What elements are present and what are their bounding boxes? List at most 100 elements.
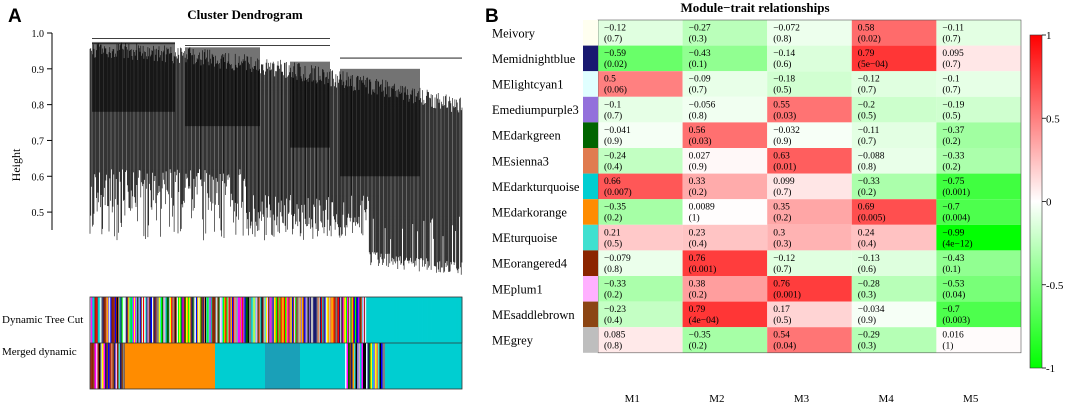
dynamic-cut-segment	[173, 297, 175, 343]
cell-pvalue: (0.2)	[858, 187, 876, 198]
dynamic-cut-segment	[218, 297, 221, 343]
dynamic-cut-segment	[246, 297, 249, 343]
cell-correlation: −0.072	[773, 24, 800, 34]
dynamic-cut-segment	[216, 297, 218, 343]
colorbar	[1029, 34, 1043, 369]
merged-segment	[106, 343, 109, 389]
dynamic-cut-segment	[372, 297, 375, 343]
dynamic-cut-segment	[163, 297, 165, 343]
merged-segment	[109, 343, 112, 389]
dynamic-cut-segment	[317, 297, 320, 343]
dynamic-cut-segment	[424, 297, 427, 343]
merged-segment	[117, 343, 119, 389]
merged-segment	[381, 343, 383, 389]
dynamic-cut-segment	[124, 297, 127, 343]
dynamic-cut-segment	[235, 297, 237, 343]
dynamic-cut-segment	[303, 297, 305, 343]
dynamic-cut-segment	[281, 297, 284, 343]
merged-segment	[354, 343, 356, 389]
dynamic-cut-segment	[389, 297, 392, 343]
cell-pvalue: (0.4)	[604, 315, 622, 326]
merged-segment	[125, 343, 215, 389]
dynamic-cut-segment	[91, 297, 93, 343]
dynamic-cut-segment	[226, 297, 228, 343]
dynamic-cut-segment	[244, 297, 246, 343]
heatmap-cell	[598, 224, 683, 251]
cell-correlation: 0.085	[604, 331, 626, 341]
dynamic-cut-segment	[96, 297, 99, 343]
dynamic-cut-segment	[431, 297, 434, 343]
merged-segment	[345, 343, 347, 389]
cell-pvalue: (0.7)	[858, 85, 876, 96]
cell-pvalue: (0.03)	[773, 110, 796, 121]
merged-segment	[375, 343, 377, 389]
cell-correlation: 0.38	[689, 280, 706, 290]
merged-segment	[378, 343, 380, 389]
dynamic-cut-segment	[330, 297, 332, 343]
cell-correlation: −0.14	[773, 49, 795, 59]
dynamic-cut-segment	[377, 297, 379, 343]
heatmap-cell	[851, 96, 937, 123]
cell-pvalue: (0.8)	[604, 341, 622, 352]
dendrogram-tree	[89, 37, 463, 275]
merged-dynamic-label: Merged dynamic	[2, 346, 77, 358]
dynamic-cut-segment	[322, 297, 324, 343]
module-swatch	[583, 199, 598, 225]
dynamic-cut-segment	[192, 297, 195, 343]
dynamic-cut-segment	[274, 297, 277, 343]
module-label: MEturquoise	[492, 231, 558, 245]
dynamic-cut-segment	[108, 297, 110, 343]
merged-segment	[358, 343, 361, 389]
heatmap-cell	[936, 122, 1021, 148]
module-swatch	[583, 45, 598, 72]
dynamic-cut-segment	[387, 297, 390, 343]
dynamic-cut-segment	[316, 297, 319, 343]
merged-segment	[364, 343, 367, 389]
dynamic-cut-segment	[112, 297, 115, 343]
dynamic-cut-segment	[393, 297, 395, 343]
cell-correlation: −0.032	[773, 126, 800, 136]
heatmap-cell	[598, 20, 683, 46]
merged-segment	[348, 343, 350, 389]
dynamic-cut-segment	[149, 297, 152, 343]
dynamic-cut-segment	[398, 297, 401, 343]
heatmap-cell	[767, 71, 852, 97]
dynamic-cut-segment	[397, 297, 400, 343]
dynamic-cut-segment	[94, 297, 97, 343]
cell-correlation: 0.58	[858, 24, 875, 34]
heatmap-cell	[936, 301, 1021, 328]
dynamic-cut-segment	[236, 297, 239, 343]
dynamic-cut-segment	[252, 297, 254, 343]
dynamic-cut-segment	[352, 297, 355, 343]
dynamic-cut-segment	[396, 297, 399, 343]
dynamic-cut-segment	[153, 297, 155, 343]
heatmap-cell	[682, 250, 768, 276]
dynamic-cut-segment	[154, 297, 156, 343]
merged-segment	[105, 343, 107, 389]
dynamic-cut-segment	[296, 297, 298, 343]
dynamic-cut-segment	[412, 297, 414, 343]
heatmap-cell	[682, 45, 768, 72]
merged-segment	[120, 343, 122, 389]
module-swatch	[583, 71, 598, 97]
cell-pvalue: (0.7)	[773, 187, 791, 198]
dynamic-cut-segment	[210, 297, 213, 343]
dynamic-cut-segment	[248, 297, 251, 343]
dynamic-cut-segment	[251, 297, 253, 343]
cell-correlation: −0.28	[858, 280, 880, 290]
cell-correlation: −0.09	[689, 75, 711, 85]
dynamic-cut-segment	[336, 297, 339, 343]
dynamic-cut-segment	[111, 297, 113, 343]
dynamic-cut-segment	[451, 297, 454, 343]
dendrogram-y-ticks: 1.0 0.9 0.8 0.7 0.6 0.5	[32, 29, 52, 219]
dynamic-cut-segment	[343, 297, 346, 343]
heatmap-cell	[936, 199, 1021, 225]
heatmap-cell	[767, 122, 852, 148]
cell-correlation: −0.13	[858, 254, 880, 264]
colorbar-ticks: 1 0.5 0 -0.5 -1	[1042, 30, 1064, 375]
cell-pvalue: (0.005)	[858, 213, 886, 224]
dynamic-cut-segment	[325, 297, 328, 343]
dynamic-cut-segment	[115, 297, 118, 343]
cell-pvalue: (0.003)	[942, 315, 970, 326]
dynamic-cut-segment	[145, 297, 147, 343]
